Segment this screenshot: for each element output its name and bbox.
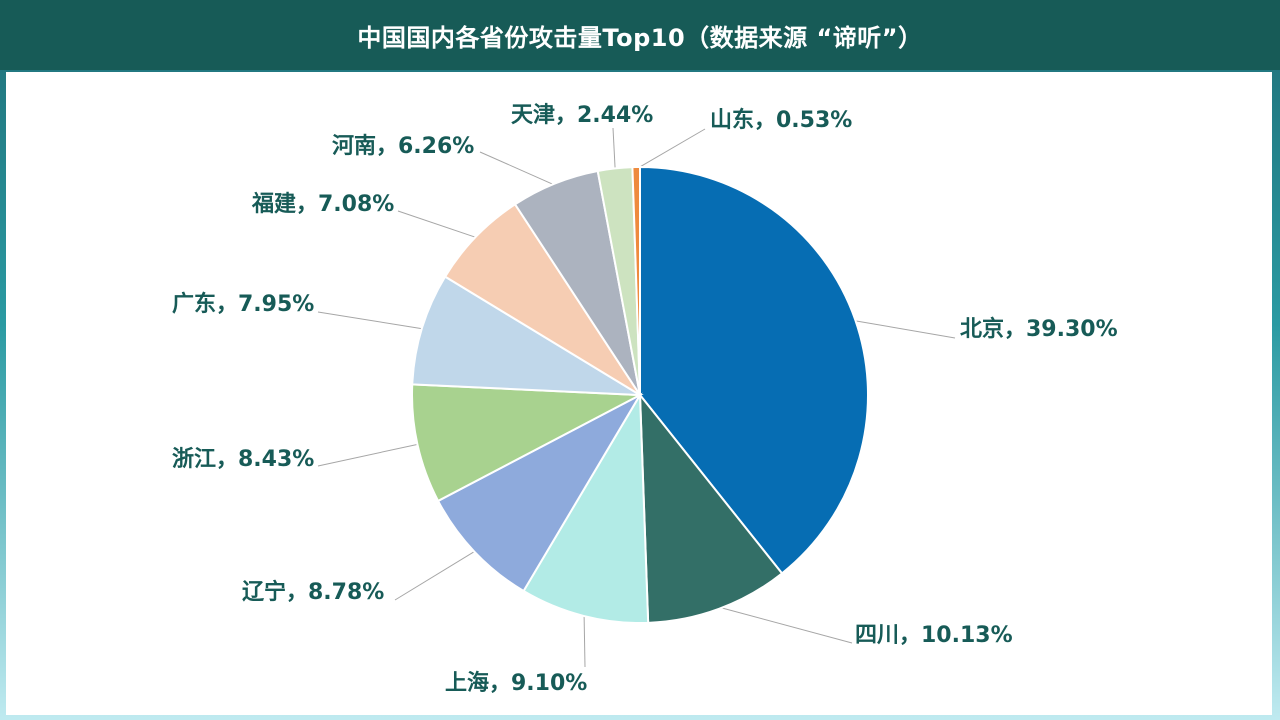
leader-lines bbox=[317, 127, 956, 668]
slice-label-3: 辽宁，8.78% bbox=[242, 579, 384, 605]
slice-label-5: 广东，7.95% bbox=[172, 291, 314, 317]
leader-line-2 bbox=[583, 613, 586, 668]
leader-line-6 bbox=[397, 210, 478, 239]
leader-line-5 bbox=[317, 311, 424, 330]
pie-slice-4 bbox=[411, 383, 644, 503]
leader-line-1 bbox=[718, 606, 853, 644]
pie-slice-0 bbox=[639, 165, 869, 575]
leader-line-8 bbox=[612, 127, 616, 171]
pie-slice-1 bbox=[638, 392, 784, 624]
leader-line-9 bbox=[635, 128, 706, 170]
leader-line-4 bbox=[317, 443, 420, 467]
slice-label-1: 四川，10.13% bbox=[855, 623, 1013, 648]
leader-line-0 bbox=[853, 319, 956, 339]
slice-label-9: 山东，0.53% bbox=[710, 107, 852, 133]
pie-slice-5 bbox=[411, 275, 641, 396]
slice-label-0: 北京，39.30% bbox=[960, 316, 1118, 342]
slice-label-4: 浙江，8.43% bbox=[172, 447, 314, 472]
slice-label-2: 上海，9.10% bbox=[445, 670, 587, 696]
slice-label-6: 福建，7.08% bbox=[251, 192, 394, 217]
chart-title: 中国国内各省份攻击量Top10（数据来源 “谛听”） bbox=[357, 23, 923, 52]
pie-slice-6 bbox=[443, 202, 641, 396]
slice-label-7: 河南，6.26% bbox=[332, 134, 474, 159]
title-bar: 中国国内各省份攻击量Top10（数据来源 “谛听”） bbox=[0, 0, 1280, 70]
pie-slice-3 bbox=[436, 392, 643, 593]
leader-line-3 bbox=[394, 550, 477, 601]
leader-line-7 bbox=[479, 151, 556, 186]
pie-slice-9 bbox=[631, 165, 641, 396]
pie-slice-2 bbox=[522, 391, 650, 624]
pie-slices bbox=[411, 165, 869, 624]
slice-label-8: 天津，2.44% bbox=[511, 102, 653, 128]
slice-labels: 北京，39.30% 四川，10.13% 上海，9.10% 辽宁，8.78% 浙江，8.4… bbox=[172, 102, 1118, 696]
